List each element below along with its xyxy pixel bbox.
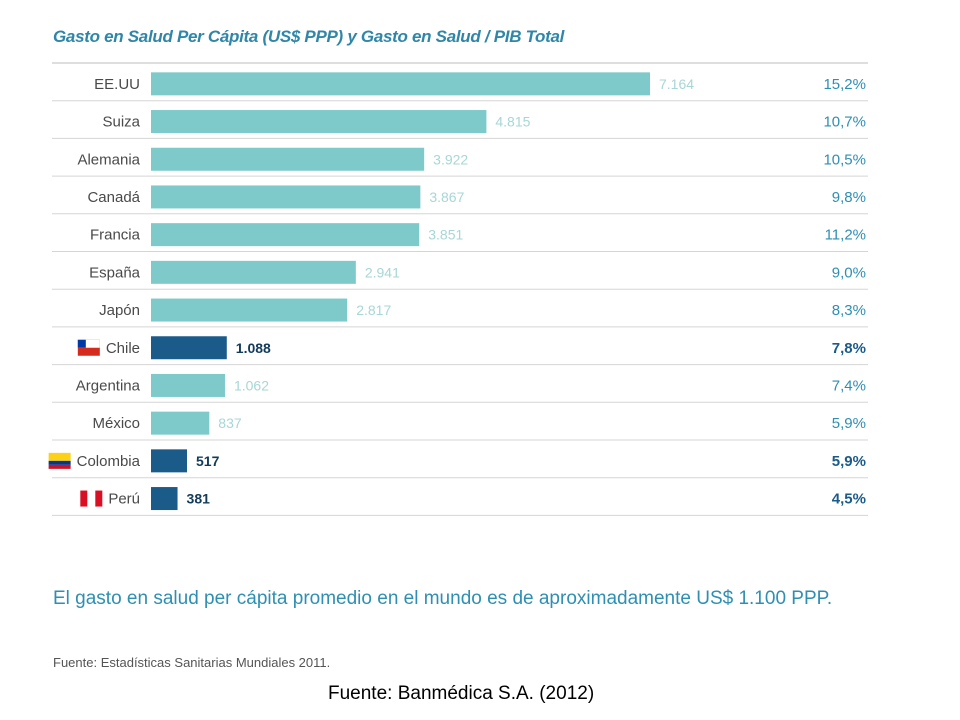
value-label: 3.851 bbox=[428, 227, 463, 243]
bar bbox=[151, 411, 210, 435]
value-label: 7.164 bbox=[659, 76, 694, 92]
category-label: EE.UU bbox=[94, 76, 140, 93]
bar bbox=[151, 487, 178, 511]
bar bbox=[151, 336, 227, 360]
chart-note: El gasto en salud per cápita promedio en… bbox=[53, 588, 833, 609]
category-label: España bbox=[89, 264, 141, 281]
value-label: 4.815 bbox=[495, 114, 530, 130]
category-label: Colombia bbox=[77, 453, 141, 470]
pct-gdp-label: 10,7% bbox=[823, 114, 866, 131]
category-label: Canadá bbox=[87, 189, 140, 206]
value-label: 2.941 bbox=[365, 264, 400, 280]
bar bbox=[151, 298, 348, 322]
bar bbox=[151, 185, 421, 209]
category-label: Argentina bbox=[76, 377, 141, 394]
pct-gdp-label: 7,4% bbox=[832, 377, 866, 394]
value-label: 1.088 bbox=[236, 340, 271, 356]
pct-gdp-label: 8,3% bbox=[832, 302, 866, 319]
value-label: 381 bbox=[187, 491, 211, 507]
category-label: Francia bbox=[90, 227, 141, 244]
chart-title: Gasto en Salud Per Cápita (US$ PPP) y Ga… bbox=[53, 27, 565, 46]
value-label: 3.867 bbox=[429, 189, 464, 205]
value-label: 517 bbox=[196, 453, 220, 469]
value-label: 837 bbox=[218, 415, 242, 431]
pct-gdp-label: 5,9% bbox=[832, 453, 866, 470]
bar bbox=[151, 223, 420, 247]
category-label: Japón bbox=[99, 302, 140, 319]
value-label: 1.062 bbox=[234, 377, 269, 393]
pct-gdp-label: 4,5% bbox=[832, 491, 866, 508]
category-label: Chile bbox=[106, 340, 140, 357]
source-note: Fuente: Estadísticas Sanitarias Mundiale… bbox=[53, 655, 331, 670]
bar bbox=[151, 373, 225, 397]
pct-gdp-label: 9,0% bbox=[832, 264, 866, 281]
peru-flag-icon bbox=[80, 490, 103, 507]
pct-gdp-label: 5,9% bbox=[832, 415, 866, 432]
category-label: Alemania bbox=[77, 151, 140, 168]
chile-flag-icon bbox=[77, 339, 100, 356]
category-label: México bbox=[92, 415, 140, 432]
pct-gdp-label: 10,5% bbox=[823, 151, 866, 168]
value-label: 3.922 bbox=[433, 151, 468, 167]
bar bbox=[151, 449, 188, 473]
source-caption: Fuente: Banmédica S.A. (2012) bbox=[328, 683, 595, 704]
bar bbox=[151, 147, 425, 171]
pct-gdp-label: 9,8% bbox=[832, 189, 866, 206]
value-label: 2.817 bbox=[356, 302, 391, 318]
pct-gdp-label: 11,2% bbox=[825, 227, 866, 244]
bar bbox=[151, 72, 650, 96]
category-label: Perú bbox=[108, 491, 140, 508]
bar bbox=[151, 260, 356, 284]
bar bbox=[151, 110, 487, 134]
colombia-flag-icon bbox=[48, 452, 71, 469]
pct-gdp-label: 15,2% bbox=[823, 76, 866, 93]
pct-gdp-label: 7,8% bbox=[832, 340, 866, 357]
category-label: Suiza bbox=[102, 114, 140, 131]
